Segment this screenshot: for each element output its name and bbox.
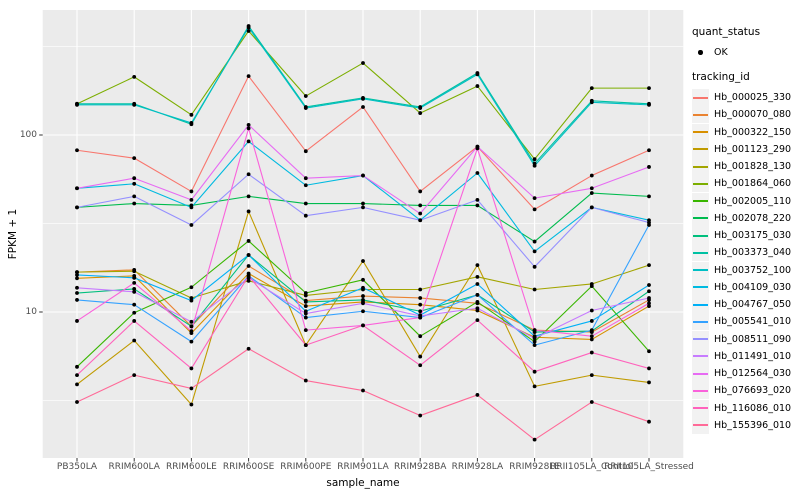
line-key-icon xyxy=(692,192,709,210)
legend-item: Hb_001123_290 xyxy=(692,140,798,158)
legend-item: Hb_000070_080 xyxy=(692,106,798,124)
legend-item: Hb_002005_110 xyxy=(692,192,798,210)
legend-item: Hb_076693_020 xyxy=(692,382,798,400)
legend-item: Hb_001864_060 xyxy=(692,175,798,193)
line-key-icon xyxy=(692,209,709,227)
line-key-icon xyxy=(692,244,709,262)
x-tick-label: RRIM901LA xyxy=(337,462,389,472)
line-key-icon xyxy=(692,261,709,279)
x-tick-label: RRIM600LE xyxy=(165,462,217,472)
legend-item: Hb_116086_010 xyxy=(692,399,798,417)
x-tick-label: RRIM600SE xyxy=(222,462,275,472)
legend-item-label: Hb_001864_060 xyxy=(714,178,792,190)
legend-title-quant-status: quant_status xyxy=(692,26,761,38)
x-tick-label: RRIM600LA xyxy=(108,462,160,472)
line-key-icon xyxy=(692,89,709,107)
legend-item-label: Hb_002005_110 xyxy=(714,195,792,207)
legend-item-label: Hb_116086_010 xyxy=(714,402,792,414)
line-key-icon xyxy=(692,278,709,296)
line-key-icon xyxy=(692,123,709,141)
line-key-icon xyxy=(692,313,709,331)
legend-item-label: OK xyxy=(714,47,728,58)
legend-title-tracking-id: tracking_id xyxy=(692,71,750,83)
legend-item-label: Hb_000322_150 xyxy=(714,126,792,138)
legend-item: Hb_003752_100 xyxy=(692,261,798,279)
legend: quant_status OK tracking_id Hb_000025_33… xyxy=(692,26,798,434)
x-tick-label: RRIM600PE xyxy=(280,462,332,472)
legend-item: Hb_000322_150 xyxy=(692,123,798,141)
y-tick-label: 10 xyxy=(25,307,37,317)
line-key-icon xyxy=(692,399,709,417)
legend-item-label: Hb_000025_330 xyxy=(714,92,792,104)
x-tick-label: RRIM928BA xyxy=(393,462,447,472)
y-axis-title: FPKM + 1 xyxy=(7,208,19,260)
legend-item-label: Hb_076693_020 xyxy=(714,385,792,397)
line-key-icon xyxy=(692,382,709,400)
x-tick-label: PB350LA xyxy=(56,462,98,472)
legend-item-label: Hb_155396_010 xyxy=(714,419,792,431)
legend-item-label: Hb_012564_030 xyxy=(714,368,792,380)
legend-item: Hb_002078_220 xyxy=(692,209,798,227)
legend-item-label: Hb_008511_090 xyxy=(714,333,792,345)
point-key-icon xyxy=(692,44,709,61)
legend-item: Hb_001828_130 xyxy=(692,158,798,176)
legend-tracking-id-items: Hb_000025_330 Hb_000070_080 Hb_000322_15… xyxy=(692,89,798,434)
line-key-icon xyxy=(692,296,709,314)
legend-item: Hb_000025_330 xyxy=(692,89,798,107)
y-tick-label: 100 xyxy=(19,130,37,140)
legend-item-label: Hb_011491_010 xyxy=(714,350,792,362)
legend-item: Hb_155396_010 xyxy=(692,416,798,434)
legend-item-label: Hb_002078_220 xyxy=(714,212,792,224)
legend-item-label: Hb_005541_010 xyxy=(714,316,792,328)
legend-item: Hb_003373_040 xyxy=(692,244,798,262)
legend-item-label: Hb_003373_040 xyxy=(714,247,792,259)
line-key-icon xyxy=(692,140,709,158)
x-tick-label: RRII105LA_Control xyxy=(550,462,634,472)
x-tick-label: RRII105LA_Stressed xyxy=(604,462,694,472)
line-key-icon xyxy=(692,106,709,124)
legend-item: Hb_004109_030 xyxy=(692,278,798,296)
line-key-icon xyxy=(692,227,709,245)
legend-item-label: Hb_003175_030 xyxy=(714,230,792,242)
legend-item: Hb_003175_030 xyxy=(692,227,798,245)
legend-item-label: Hb_003752_100 xyxy=(714,264,792,276)
line-key-icon xyxy=(692,347,709,365)
line-key-icon xyxy=(692,416,709,434)
x-axis-title: sample_name xyxy=(326,477,400,489)
legend-item-label: Hb_001828_130 xyxy=(714,161,792,173)
legend-item: Hb_005541_010 xyxy=(692,313,798,331)
x-tick-label: RRIM928LE xyxy=(509,462,560,472)
legend-item: Hb_011491_010 xyxy=(692,347,798,365)
legend-item-label: Hb_004767_050 xyxy=(714,299,792,311)
black-point-icon xyxy=(698,50,703,55)
line-key-icon xyxy=(692,175,709,193)
legend-item: Hb_008511_090 xyxy=(692,330,798,348)
legend-item: Hb_004767_050 xyxy=(692,296,798,314)
line-key-icon xyxy=(692,365,709,383)
legend-item-label: Hb_000070_080 xyxy=(714,109,792,121)
line-key-icon xyxy=(692,330,709,348)
legend-item-label: Hb_001123_290 xyxy=(714,143,792,155)
legend-item-label: Hb_004109_030 xyxy=(714,281,792,293)
legend-item-ok: OK xyxy=(692,44,798,61)
line-key-icon xyxy=(692,158,709,176)
x-tick-label: RRIM928LA xyxy=(451,462,504,472)
legend-item: Hb_012564_030 xyxy=(692,365,798,383)
